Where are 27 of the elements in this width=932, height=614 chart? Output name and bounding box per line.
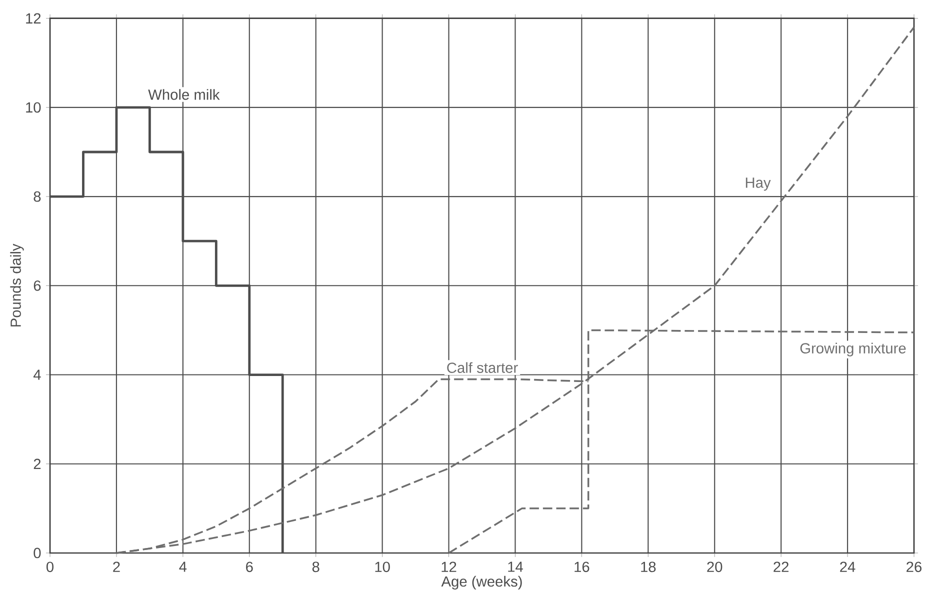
x-axis-title: Age (weeks) xyxy=(441,576,522,590)
x-tick-label: 4 xyxy=(179,562,187,572)
y-tick-label: 4 xyxy=(33,370,41,380)
x-tick-label: 22 xyxy=(774,562,788,572)
x-tick-label: 2 xyxy=(113,562,120,572)
x-tick-label: 12 xyxy=(442,562,456,572)
y-tick-label: 2 xyxy=(34,458,41,469)
x-tick-label: 6 xyxy=(246,562,253,572)
y-tick-label: 12 xyxy=(26,13,41,24)
y-tick-label: 0 xyxy=(34,548,41,558)
y-axis-title: Pounds daily xyxy=(10,244,24,326)
x-tick-label: 26 xyxy=(906,562,922,572)
series-label: Growing mixture xyxy=(800,342,906,356)
x-tick-label: 0 xyxy=(46,562,54,572)
series-label: Hay xyxy=(746,178,771,191)
x-tick-label: 18 xyxy=(641,562,656,572)
y-tick-label: 6 xyxy=(34,280,41,291)
x-tick-label: 10 xyxy=(375,562,390,572)
series-label: Whole milk xyxy=(148,89,220,100)
y-tick-label: 8 xyxy=(34,191,41,202)
x-tick-label: 16 xyxy=(574,562,590,572)
y-tick-label: 10 xyxy=(26,102,41,113)
x-tick-label: 8 xyxy=(312,562,320,572)
x-tick-label: 14 xyxy=(508,562,523,572)
x-tick-label: 24 xyxy=(840,562,856,572)
series-label: Calf starter xyxy=(447,362,518,373)
x-tick-label: 20 xyxy=(707,562,722,572)
